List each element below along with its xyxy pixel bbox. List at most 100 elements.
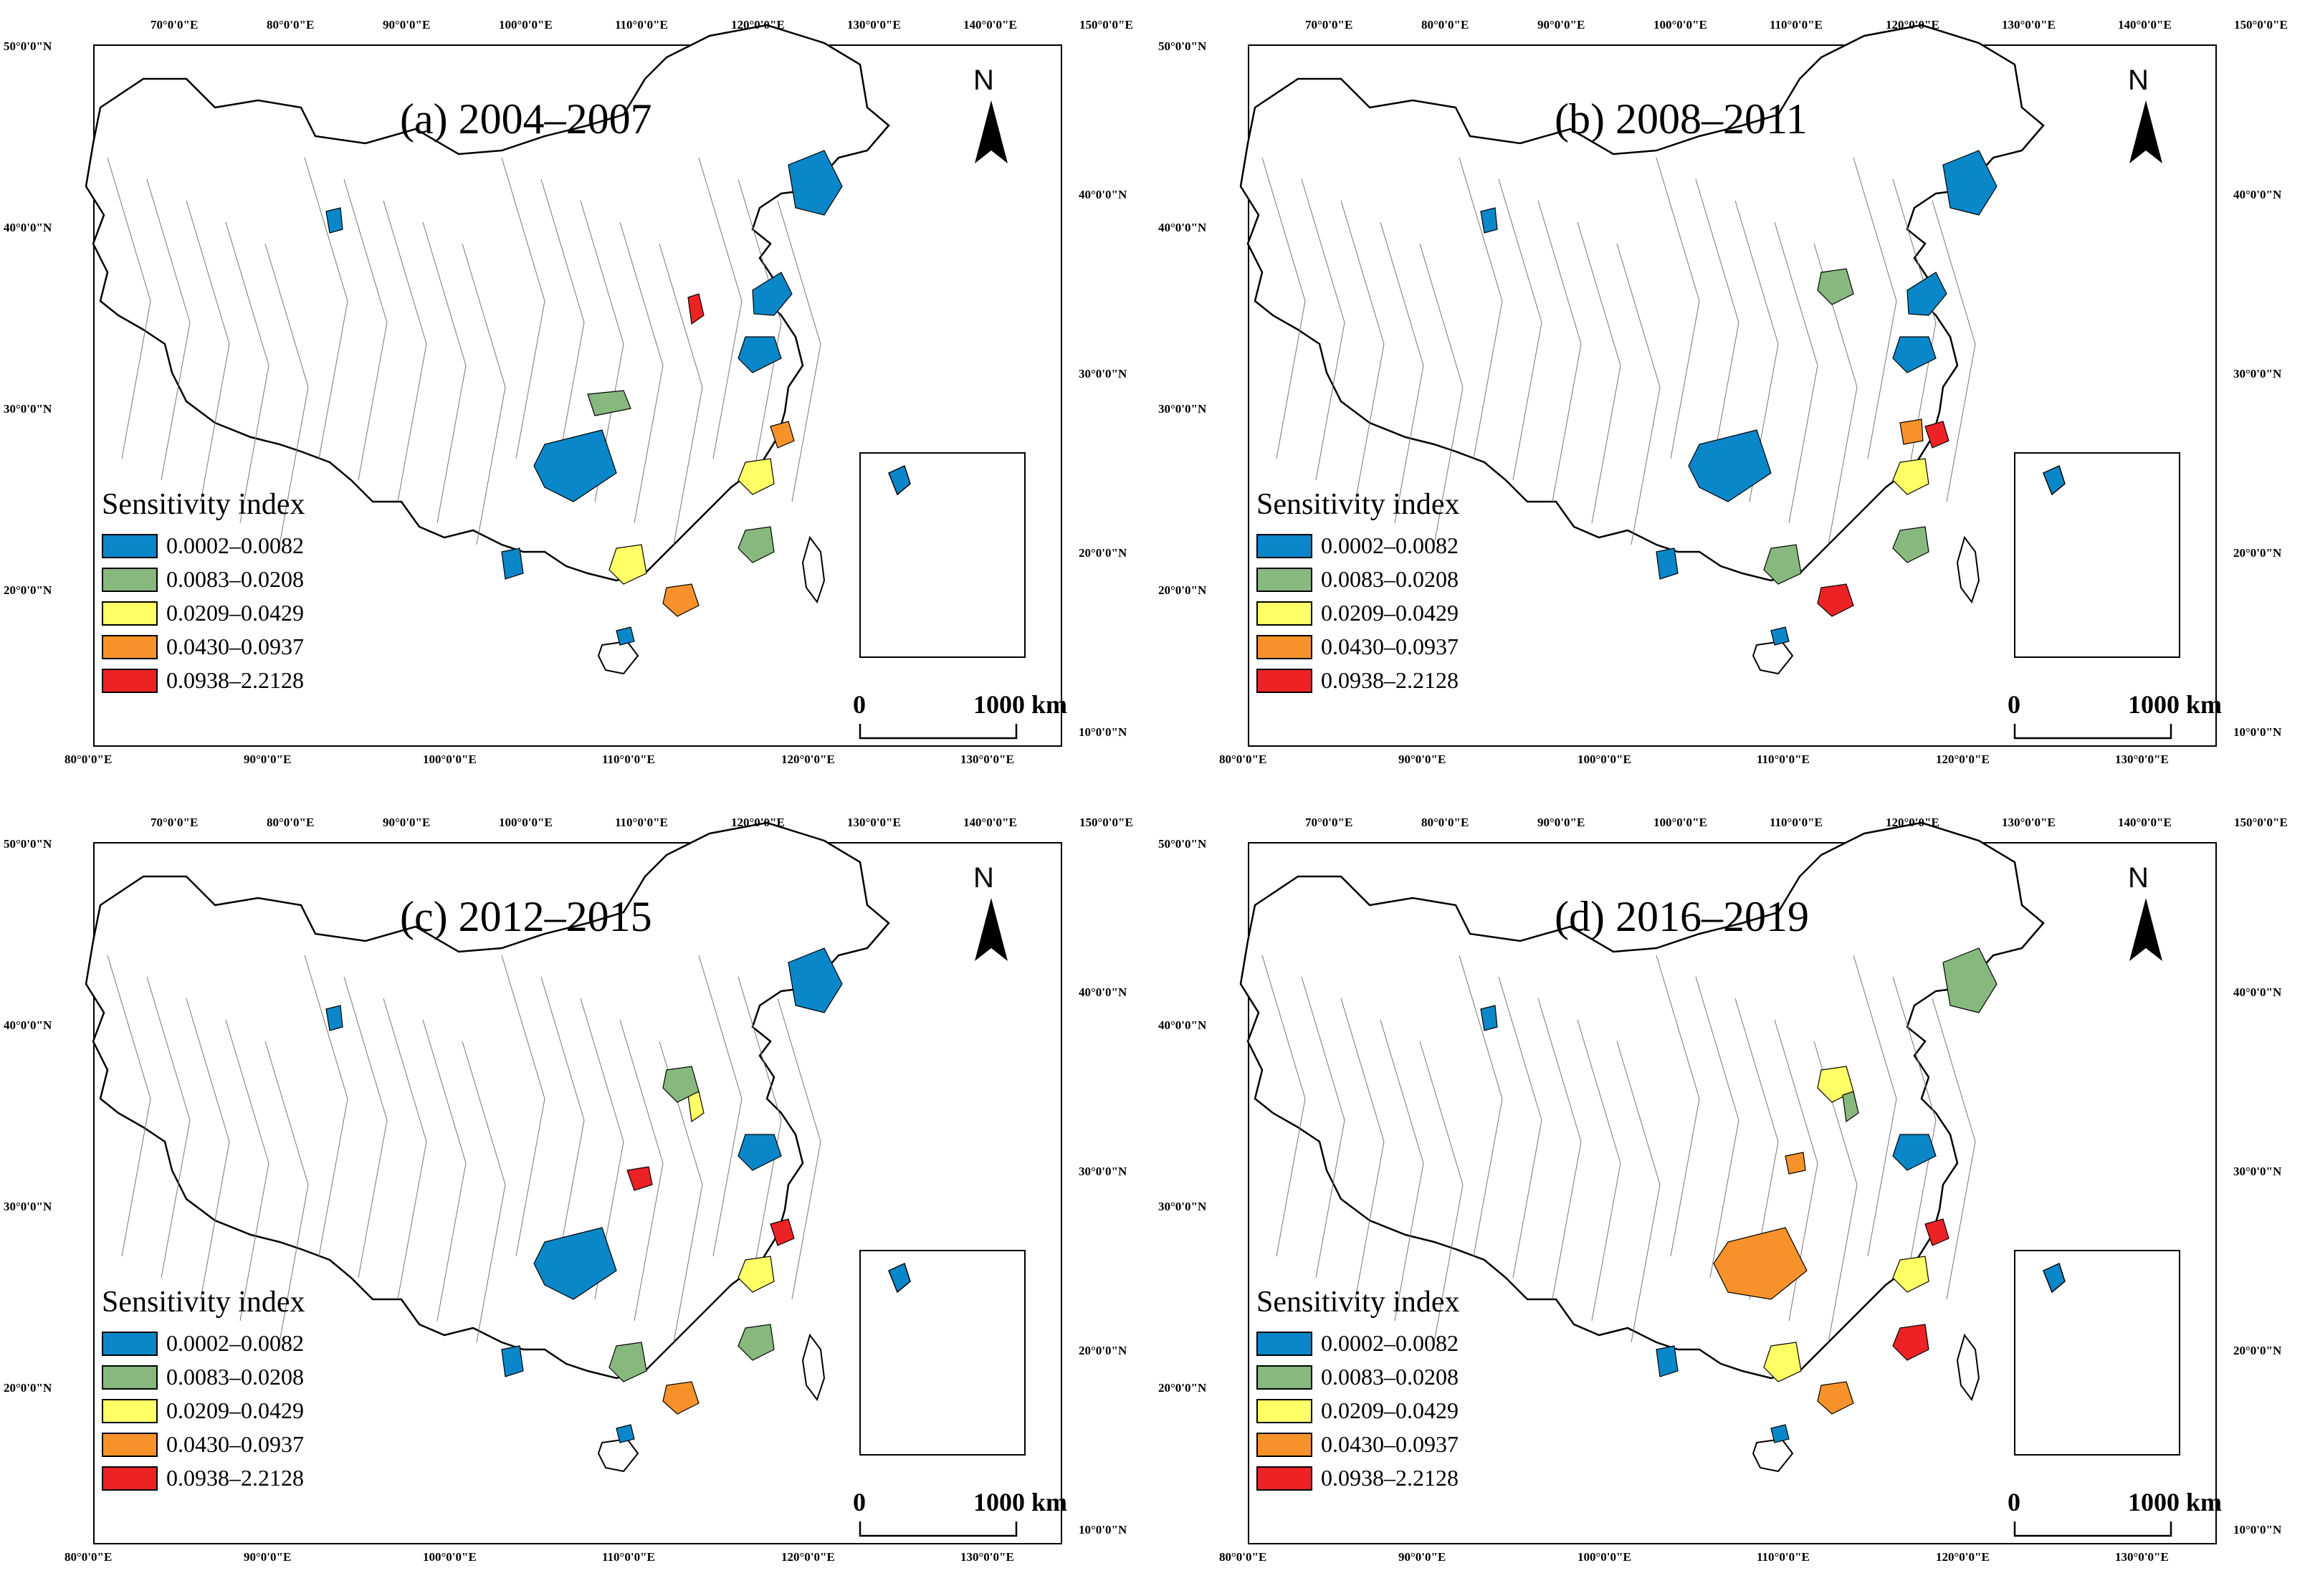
admin-boundary-line <box>1419 1041 1464 1343</box>
sensitivity-region <box>1892 458 1929 495</box>
sensitivity-region <box>533 429 617 502</box>
sensitivity-region <box>1480 207 1498 234</box>
top-axis-tick: 70°0'0"E <box>151 816 199 829</box>
sensitivity-region <box>1656 548 1679 580</box>
right-axis-tick: 20°0'0"N <box>2233 546 2282 560</box>
left-axis-tick: 40°0'0"N <box>1158 221 1207 234</box>
right-axis-tick: 10°0'0"N <box>1079 725 1127 739</box>
hainan-outline <box>1752 640 1794 675</box>
right-axis-tick: 20°0'0"N <box>1079 546 1127 560</box>
admin-boundary-line <box>1695 976 1739 1279</box>
north-label: N <box>973 862 994 894</box>
sensitivity-region <box>1817 583 1854 617</box>
legend-swatch <box>1256 1466 1312 1491</box>
left-axis-tick: 20°0'0"N <box>4 1381 52 1395</box>
left-axis-tick: 50°0'0"N <box>4 837 52 851</box>
right-axis-tick: 30°0'0"N <box>1079 367 1127 381</box>
top-axis-tick: 110°0'0"E <box>615 18 668 32</box>
admin-boundary-line <box>264 243 309 545</box>
sensitivity-region <box>1656 1345 1679 1377</box>
admin-boundary-line <box>1301 976 1345 1279</box>
admin-boundary-line <box>304 157 348 459</box>
sensitivity-region <box>1892 1134 1937 1171</box>
north-label: N <box>2128 862 2149 894</box>
bottom-axis-tick: 130°0'0"E <box>2115 752 2169 766</box>
top-axis-tick: 80°0'0"E <box>1421 18 1469 32</box>
sensitivity-region <box>616 626 635 646</box>
map-panel: (a) 2004–2007 N 70°0'0"E 80°0'0"E 90°0'0"E 10… <box>0 0 1155 798</box>
top-axis-tick: 120°0'0"E <box>1886 18 1939 32</box>
admin-boundaries <box>107 955 821 1343</box>
north-label: N <box>2128 64 2149 96</box>
admin-boundary-line <box>777 200 821 502</box>
legend: Sensitivity index 0.0002–0.0082 0.0083–0.0… <box>102 487 305 697</box>
legend-label: 0.0209–0.0429 <box>166 600 304 626</box>
top-axis-tick: 70°0'0"E <box>1305 18 1353 32</box>
legend-label: 0.0938–2.2128 <box>1321 1465 1459 1491</box>
map-svg <box>1239 821 2180 1537</box>
right-axis-tick: 10°0'0"N <box>2233 1523 2282 1537</box>
left-axis-tick: 30°0'0"N <box>1158 402 1207 416</box>
bottom-axis-tick: 100°0'0"E <box>1578 752 1631 766</box>
scale-bar <box>859 1521 1018 1537</box>
admin-boundary-line <box>1261 955 1306 1257</box>
sensitivity-region <box>662 1381 700 1415</box>
sensitivity-region <box>738 1324 775 1361</box>
admin-boundary-line <box>1340 998 1385 1300</box>
sensitivity-region <box>1892 526 1929 563</box>
admin-boundary-line <box>619 1019 664 1322</box>
china-outline <box>1239 821 2045 1380</box>
sensitivity-region <box>1924 1218 1949 1246</box>
admin-boundary-line <box>1380 1019 1424 1322</box>
legend-item: 0.0938–2.2128 <box>102 664 305 697</box>
legend-item: 0.0083–0.0208 <box>1256 1360 1460 1394</box>
sensitivity-region <box>738 458 775 495</box>
left-axis-tick: 30°0'0"N <box>4 402 52 416</box>
left-axis-tick: 20°0'0"N <box>4 583 52 597</box>
sensitivity-region <box>501 1345 524 1377</box>
legend-label: 0.0002–0.0082 <box>166 1330 304 1356</box>
top-axis-tick: 120°0'0"E <box>1886 816 1939 829</box>
south-china-sea-inset <box>2014 452 2180 658</box>
sensitivity-region <box>325 207 343 234</box>
left-axis-tick: 30°0'0"N <box>1158 1200 1207 1213</box>
legend-title: Sensitivity index <box>1256 1286 1460 1319</box>
legend-swatch <box>102 1331 158 1356</box>
sensitivity-region <box>788 150 843 216</box>
legend-label: 0.0002–0.0082 <box>1321 532 1459 558</box>
left-axis-tick: 40°0'0"N <box>1158 1018 1207 1032</box>
bottom-axis-tick: 110°0'0"E <box>602 1550 655 1564</box>
sensitivity-region <box>1770 626 1790 646</box>
top-axis-tick: 120°0'0"E <box>731 18 785 32</box>
admin-boundary-line <box>343 976 388 1279</box>
taiwan-outline <box>1956 1333 1980 1402</box>
south-china-sea-inset <box>859 1250 1026 1456</box>
legend-label: 0.0209–0.0429 <box>1321 1397 1459 1423</box>
scale-start-label: 0 <box>853 1488 866 1516</box>
right-axis-tick: 40°0'0"N <box>1079 188 1127 201</box>
legend-item: 0.0083–0.0208 <box>102 563 305 596</box>
sensitivity-region <box>1763 544 1802 585</box>
legend-label: 0.0083–0.0208 <box>1321 566 1459 592</box>
sensitivity-region <box>752 272 793 316</box>
panel-title: (a) 2004–2007 <box>400 95 652 143</box>
sensitivity-region <box>1906 272 1947 316</box>
top-axis-tick: 150°0'0"E <box>1079 18 1133 32</box>
scale-bar <box>2013 724 2172 740</box>
sensitivity-region <box>1785 1152 1806 1175</box>
legend-item: 0.0002–0.0082 <box>102 1327 305 1360</box>
map-panel: (d) 2016–2019 N 70°0'0"E 80°0'0"E 90°0'0"E 10… <box>1155 798 2309 1595</box>
legend-item: 0.0938–2.2128 <box>1256 1461 1460 1495</box>
admin-boundary-line <box>1301 178 1345 481</box>
legend-label: 0.0430–0.0937 <box>166 634 304 659</box>
top-axis-tick: 110°0'0"E <box>1770 816 1823 829</box>
legend-label: 0.0938–2.2128 <box>166 667 304 693</box>
top-axis-tick: 90°0'0"E <box>383 18 431 32</box>
legend-item: 0.0938–2.2128 <box>1256 664 1460 697</box>
legend-item: 0.0209–0.0429 <box>102 1394 305 1428</box>
scale-start-label: 0 <box>2008 1488 2020 1516</box>
right-axis-tick: 40°0'0"N <box>2233 985 2282 999</box>
top-axis-tick: 110°0'0"E <box>615 816 668 829</box>
hainan-outline <box>597 640 639 675</box>
legend-label: 0.0083–0.0208 <box>166 1364 304 1390</box>
